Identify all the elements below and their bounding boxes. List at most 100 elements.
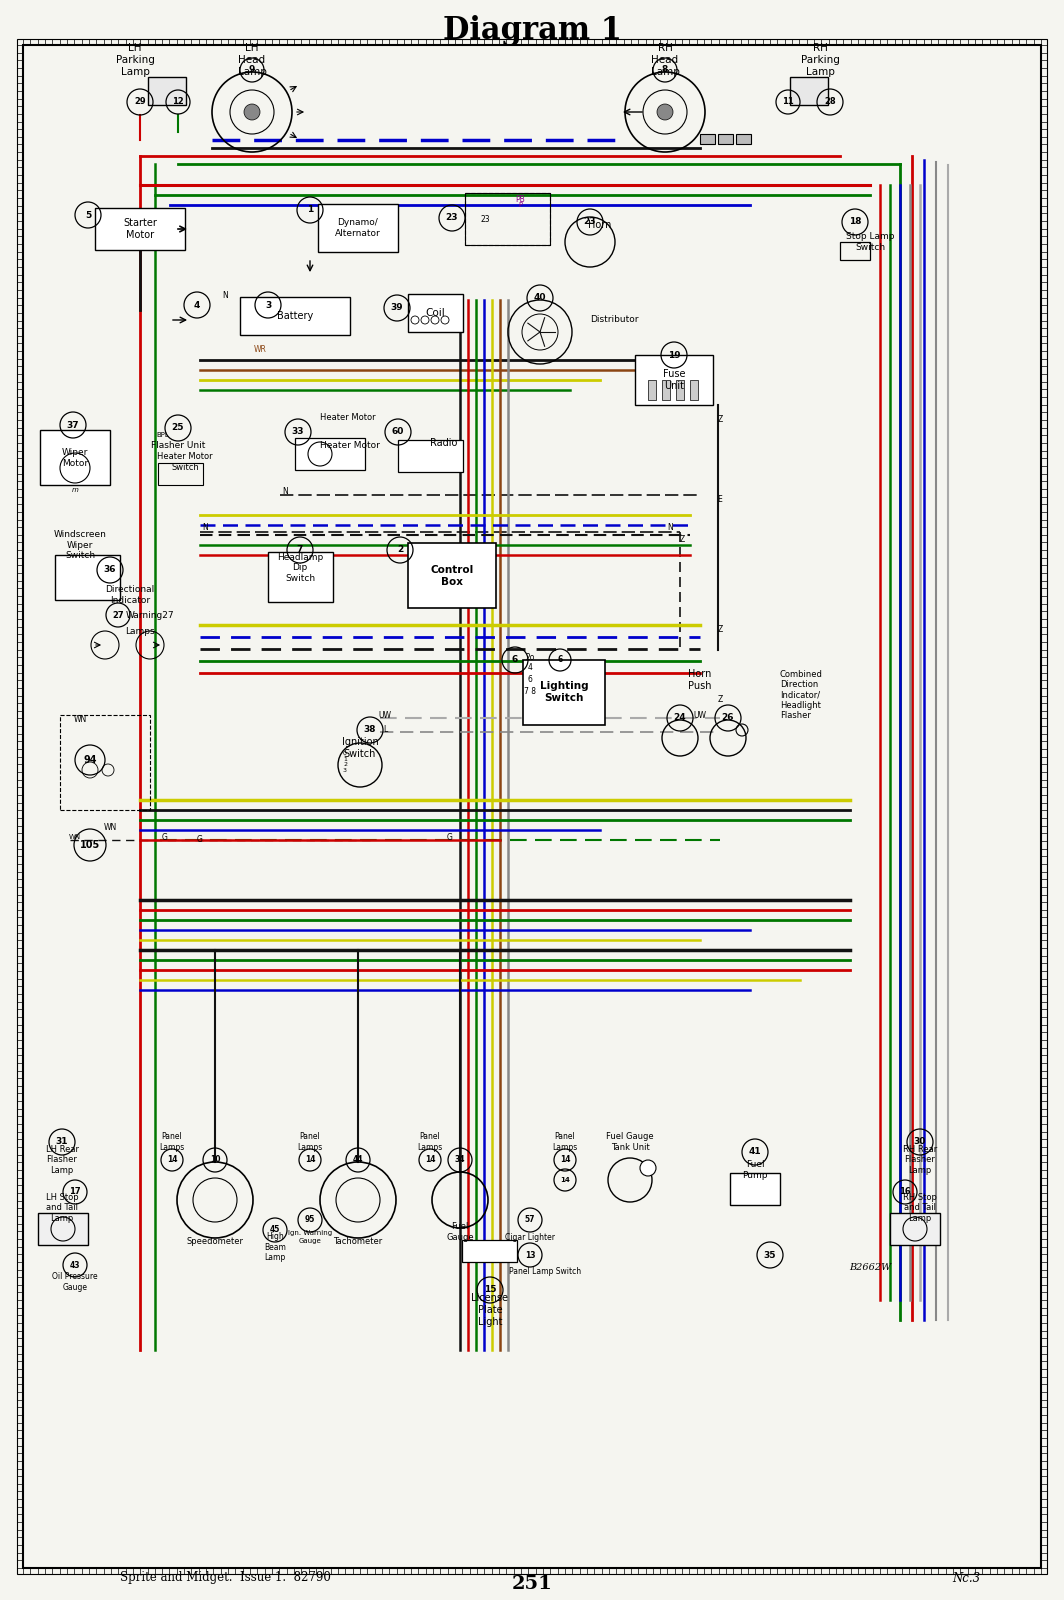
Text: Fuse
Unit: Fuse Unit <box>663 370 685 390</box>
Text: 6: 6 <box>558 656 563 664</box>
Bar <box>157 462 203 485</box>
Text: PB: PB <box>515 195 525 205</box>
Bar <box>408 542 496 608</box>
Text: 10: 10 <box>210 1155 220 1165</box>
Text: N: N <box>282 488 288 496</box>
Bar <box>95 208 185 250</box>
Text: 27: 27 <box>112 611 123 619</box>
Text: 41: 41 <box>749 1147 762 1157</box>
Text: RH Stop
and Tail
Lamp: RH Stop and Tail Lamp <box>903 1194 937 1222</box>
Bar <box>240 298 350 334</box>
Text: Nc.3: Nc.3 <box>952 1571 980 1584</box>
Text: High
Beam
Lamp: High Beam Lamp <box>264 1232 286 1262</box>
Text: Panel
Lamps: Panel Lamps <box>297 1133 322 1152</box>
Text: Horn: Horn <box>588 219 612 230</box>
Bar <box>408 294 463 333</box>
Text: BPL: BPL <box>156 432 169 438</box>
Text: RH Rear
Flasher
Lamp: RH Rear Flasher Lamp <box>903 1146 937 1174</box>
Text: 2: 2 <box>397 546 403 555</box>
Text: 25: 25 <box>171 424 184 432</box>
Text: Control
Box: Control Box <box>430 565 473 587</box>
Text: 33: 33 <box>292 427 304 437</box>
Text: Directional
Indicator: Directional Indicator <box>105 586 154 605</box>
Bar <box>736 134 751 144</box>
Text: 6: 6 <box>528 675 532 685</box>
Bar <box>718 134 733 144</box>
Bar <box>40 430 110 485</box>
Text: Dynamo/
Alternator: Dynamo/ Alternator <box>335 218 381 238</box>
Text: G: G <box>197 835 203 845</box>
Text: 16: 16 <box>899 1187 911 1197</box>
Bar <box>462 1240 517 1262</box>
Text: WN: WN <box>69 834 81 840</box>
Text: Tachometer: Tachometer <box>333 1237 383 1246</box>
Text: 9: 9 <box>249 66 255 75</box>
Text: 4: 4 <box>528 664 532 672</box>
Bar <box>662 379 670 400</box>
Text: 29: 29 <box>134 98 146 107</box>
Text: 19: 19 <box>668 350 680 360</box>
Text: WR: WR <box>253 346 266 355</box>
Text: Panel
Lamps: Panel Lamps <box>552 1133 578 1152</box>
Bar <box>295 438 365 470</box>
Text: N: N <box>667 523 672 533</box>
Text: Panel
Lamps: Panel Lamps <box>417 1133 443 1152</box>
Text: B2662W: B2662W <box>849 1264 891 1272</box>
Text: G: G <box>447 832 453 842</box>
Text: 28: 28 <box>825 98 836 107</box>
Bar <box>398 440 463 472</box>
Bar <box>148 77 186 106</box>
Text: Flasher Unit: Flasher Unit <box>151 440 205 450</box>
Text: 7: 7 <box>297 546 303 555</box>
Text: Z: Z <box>717 416 722 424</box>
Bar <box>523 659 605 725</box>
Text: Heater Motor
Switch: Heater Motor Switch <box>157 453 213 472</box>
Text: 13: 13 <box>525 1251 535 1259</box>
Bar <box>465 194 550 245</box>
Text: Battery: Battery <box>277 310 313 322</box>
Text: 105: 105 <box>80 840 100 850</box>
Text: WN: WN <box>73 715 86 725</box>
Text: Headlamp
Dip
Switch: Headlamp Dip Switch <box>277 554 323 582</box>
Text: 35: 35 <box>764 1251 777 1259</box>
Text: N: N <box>222 291 228 299</box>
Text: 39: 39 <box>390 304 403 312</box>
Text: Fuel
Pump: Fuel Pump <box>743 1160 768 1179</box>
Text: 1: 1 <box>306 205 313 214</box>
Text: Ign. Warning
Gauge: Ign. Warning Gauge <box>288 1230 332 1243</box>
Text: Lighting
Switch: Lighting Switch <box>539 682 588 702</box>
Text: Horn
Push: Horn Push <box>688 669 712 691</box>
Text: Panel Lamp Switch: Panel Lamp Switch <box>509 1267 581 1277</box>
Text: 37: 37 <box>67 421 80 429</box>
Text: Cigar Lighter: Cigar Lighter <box>505 1232 555 1242</box>
Circle shape <box>656 104 674 120</box>
Text: 14: 14 <box>425 1155 435 1165</box>
Text: 31: 31 <box>55 1138 68 1147</box>
Text: 12: 12 <box>172 98 184 107</box>
Text: 2o: 2o <box>526 653 535 662</box>
Bar <box>268 552 333 602</box>
Text: 43: 43 <box>70 1261 80 1269</box>
Text: UW: UW <box>379 710 392 720</box>
Text: 6: 6 <box>512 656 518 664</box>
Text: Sprite and Midget.  Issue 1.  82790: Sprite and Midget. Issue 1. 82790 <box>120 1571 331 1584</box>
Bar <box>700 134 715 144</box>
Circle shape <box>641 1160 656 1176</box>
Text: 14: 14 <box>560 1155 570 1165</box>
Text: RH
Parking
Lamp: RH Parking Lamp <box>800 43 839 77</box>
Text: License
Plate
Light: License Plate Light <box>471 1293 509 1326</box>
Text: 15: 15 <box>484 1285 496 1294</box>
Bar <box>730 1173 780 1205</box>
Text: 251: 251 <box>512 1574 552 1594</box>
Text: 17: 17 <box>69 1187 81 1197</box>
Text: 14: 14 <box>167 1155 178 1165</box>
Text: Combined
Direction
Indicator/
Headlight
Flasher: Combined Direction Indicator/ Headlight … <box>780 670 822 720</box>
Text: 23: 23 <box>480 214 489 224</box>
Text: Starter
Motor: Starter Motor <box>123 218 156 240</box>
Bar <box>648 379 656 400</box>
Text: Radio: Radio <box>430 438 458 448</box>
Text: 40: 40 <box>534 293 546 302</box>
Text: Heater Motor: Heater Motor <box>320 440 380 450</box>
Text: Z: Z <box>717 626 722 635</box>
Text: 38: 38 <box>364 725 377 734</box>
